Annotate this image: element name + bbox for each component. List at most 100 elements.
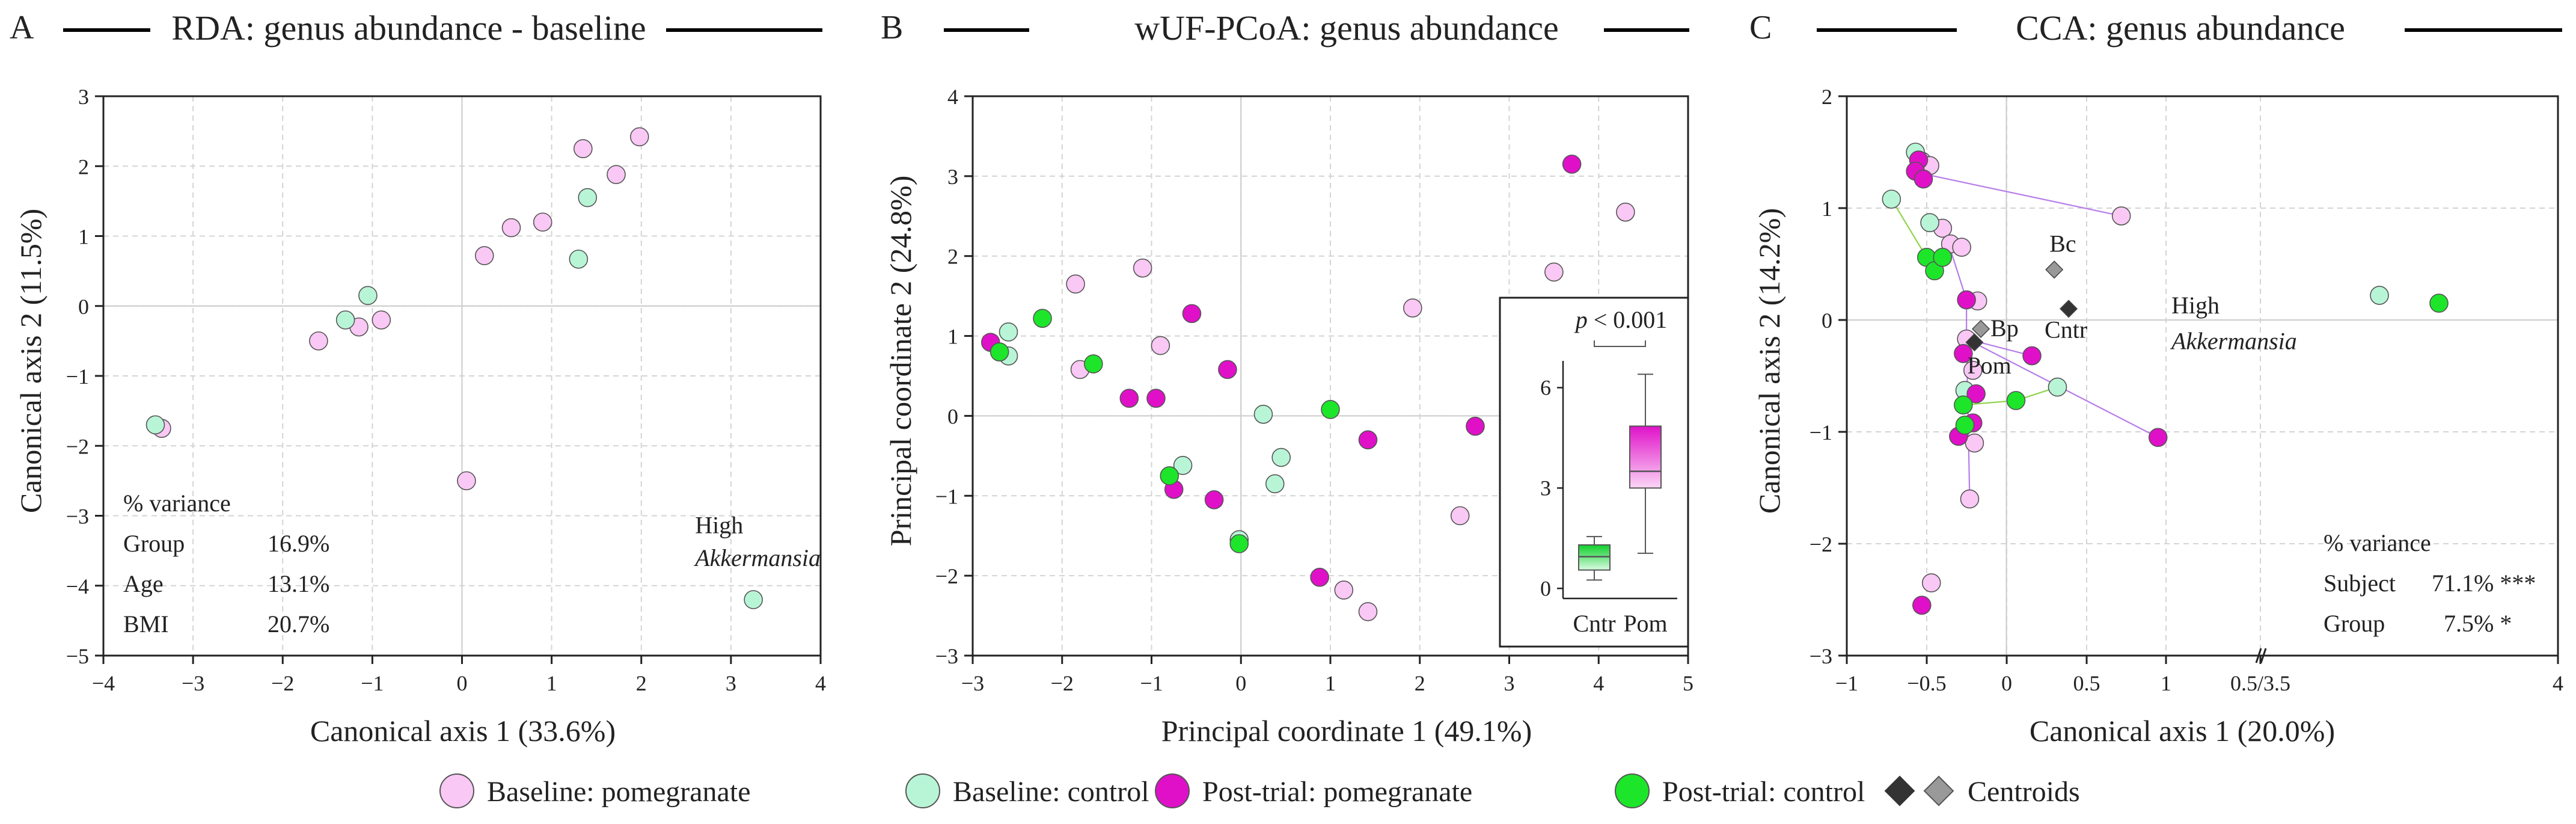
data-point: [990, 342, 1009, 361]
x-tick-label: 3: [1504, 671, 1515, 695]
axis-break-mark: [2255, 648, 2262, 663]
y-tick-label: −2: [935, 564, 958, 588]
variance-value: 16.9%: [268, 530, 329, 557]
connector-line: [1891, 198, 1927, 258]
data-point: [1084, 354, 1103, 374]
data-point: [1954, 343, 1973, 363]
data-point: [1358, 602, 1378, 621]
y-tick-label: −1: [1810, 420, 1832, 444]
significance-bracket: [1594, 340, 1646, 347]
panel-c-title: CCA: genus abundance: [2016, 8, 2345, 48]
y-tick-label: −4: [66, 574, 89, 598]
data-point: [309, 331, 328, 351]
inset-category-label: Pom: [1623, 610, 1667, 637]
variance-header: % variance: [123, 490, 231, 517]
x-tick-label: −2: [1051, 671, 1074, 695]
inset-y-tick-label: 0: [1540, 576, 1551, 600]
y-tick-label: −2: [66, 434, 89, 458]
y-tick-label: −3: [1810, 644, 1832, 668]
y-tick-label: 1: [78, 225, 89, 249]
data-point: [1218, 360, 1237, 380]
data-point: [1921, 573, 1941, 592]
y-tick-label: 2: [1822, 85, 1832, 109]
variance-header: % variance: [2324, 529, 2431, 556]
data-point: [1882, 189, 1901, 209]
annotation-label: High: [695, 512, 743, 539]
data-point: [1271, 447, 1291, 467]
data-point: [999, 322, 1018, 342]
x-tick-label: 0.5: [2073, 671, 2100, 695]
data-point: [1954, 395, 1973, 415]
legend-marker: [1923, 775, 1954, 807]
data-point: [1182, 304, 1202, 324]
legend-marker: [1884, 775, 1915, 807]
y-tick-label: −1: [935, 484, 958, 508]
x-tick-label: 0: [2001, 671, 2012, 695]
annotation-label: Akkermansia: [2170, 327, 2297, 354]
panel-c: C CCA: genus abundance −1 −0.5 0 0.5 1 0.5/3.…: [1749, 8, 2563, 748]
panel-b-title: wUF-PCoA: genus abundance: [1134, 8, 1559, 48]
data-point: [1173, 455, 1193, 475]
data-point: [145, 415, 165, 435]
plot-frame: [102, 95, 822, 657]
data-point: [1965, 433, 1984, 453]
data-point: [607, 165, 626, 185]
annotation-label: Akkermansia: [693, 544, 821, 571]
data-point: [1616, 202, 1635, 222]
data-point: [1358, 430, 1378, 450]
data-point: [744, 590, 763, 609]
plot-area-c: −1 −0.5 0 0.5 1 0.5/3.5 4 −3 −2 −1 0 1 2 Bc Cntr Bp Pom H…: [1810, 85, 2563, 695]
y-tick-label: −5: [66, 644, 89, 668]
legend-label: Post-trial: pomegranate: [1202, 776, 1472, 808]
legend-label: Post-trial: control: [1662, 776, 1865, 808]
data-point: [1952, 238, 1971, 257]
x-tick-label: −4: [92, 671, 115, 695]
data-point: [1321, 399, 1340, 419]
data-point: [1160, 466, 1179, 485]
panel-b: B wUF-PCoA: genus abundance −3 −2 −1 0 1 2 3 4 5…: [881, 8, 1693, 748]
data-point: [629, 127, 649, 147]
data-point: [578, 188, 598, 208]
data-point: [2006, 391, 2026, 410]
centroid-label: Bp: [1990, 315, 2019, 342]
data-point: [1133, 258, 1152, 278]
variance-label: BMI: [123, 610, 169, 638]
x-tick-label: −3: [961, 671, 984, 695]
x-tick-label: 2: [1415, 671, 1425, 695]
legend-marker: [905, 773, 940, 808]
significance-p: p: [1574, 306, 1588, 333]
data-point: [2022, 346, 2042, 366]
data-point: [501, 218, 521, 238]
y-tick-label: 0: [78, 295, 89, 319]
y-tick-label: 2: [78, 155, 89, 179]
variance-label: Age: [123, 570, 164, 597]
data-point: [1955, 416, 1975, 435]
variance-label: Group: [2324, 610, 2385, 637]
legend-label: Baseline: pomegranate: [487, 776, 751, 808]
data-point: [1960, 489, 1980, 509]
data-point: [1229, 534, 1249, 553]
variance-value: 7.5% *: [2444, 610, 2512, 637]
centroid-marker: [1965, 333, 1984, 352]
annotation-label: High: [2171, 292, 2220, 319]
y-tick-label: 0: [1822, 309, 1832, 333]
data-point: [1914, 169, 1933, 189]
axis-break-mark: [2260, 648, 2267, 663]
panel-a-title: RDA: genus abundance - baseline: [171, 8, 646, 48]
y-axis-label-a: Canonical axis 2 (11.5%): [14, 209, 47, 513]
centroid-label: Bc: [2049, 230, 2076, 257]
centroid-marker: [2045, 260, 2064, 279]
x-tick-label: −1: [361, 671, 384, 695]
data-point: [2370, 286, 2389, 305]
x-tick-label: 2: [636, 671, 647, 695]
variance-table-a: % variance Group 16.9% Age 13.1% BMI 20.…: [123, 490, 329, 638]
data-point: [2429, 294, 2449, 313]
x-axis-label-b: Principal coordinate 1 (49.1%): [1161, 714, 1532, 748]
x-tick-label: 0: [457, 671, 468, 695]
data-point: [569, 250, 589, 269]
x-tick-label: −1: [1140, 671, 1163, 695]
data-point: [1466, 416, 1485, 436]
data-point: [2111, 206, 2131, 226]
x-tick-label: 4: [815, 671, 826, 695]
